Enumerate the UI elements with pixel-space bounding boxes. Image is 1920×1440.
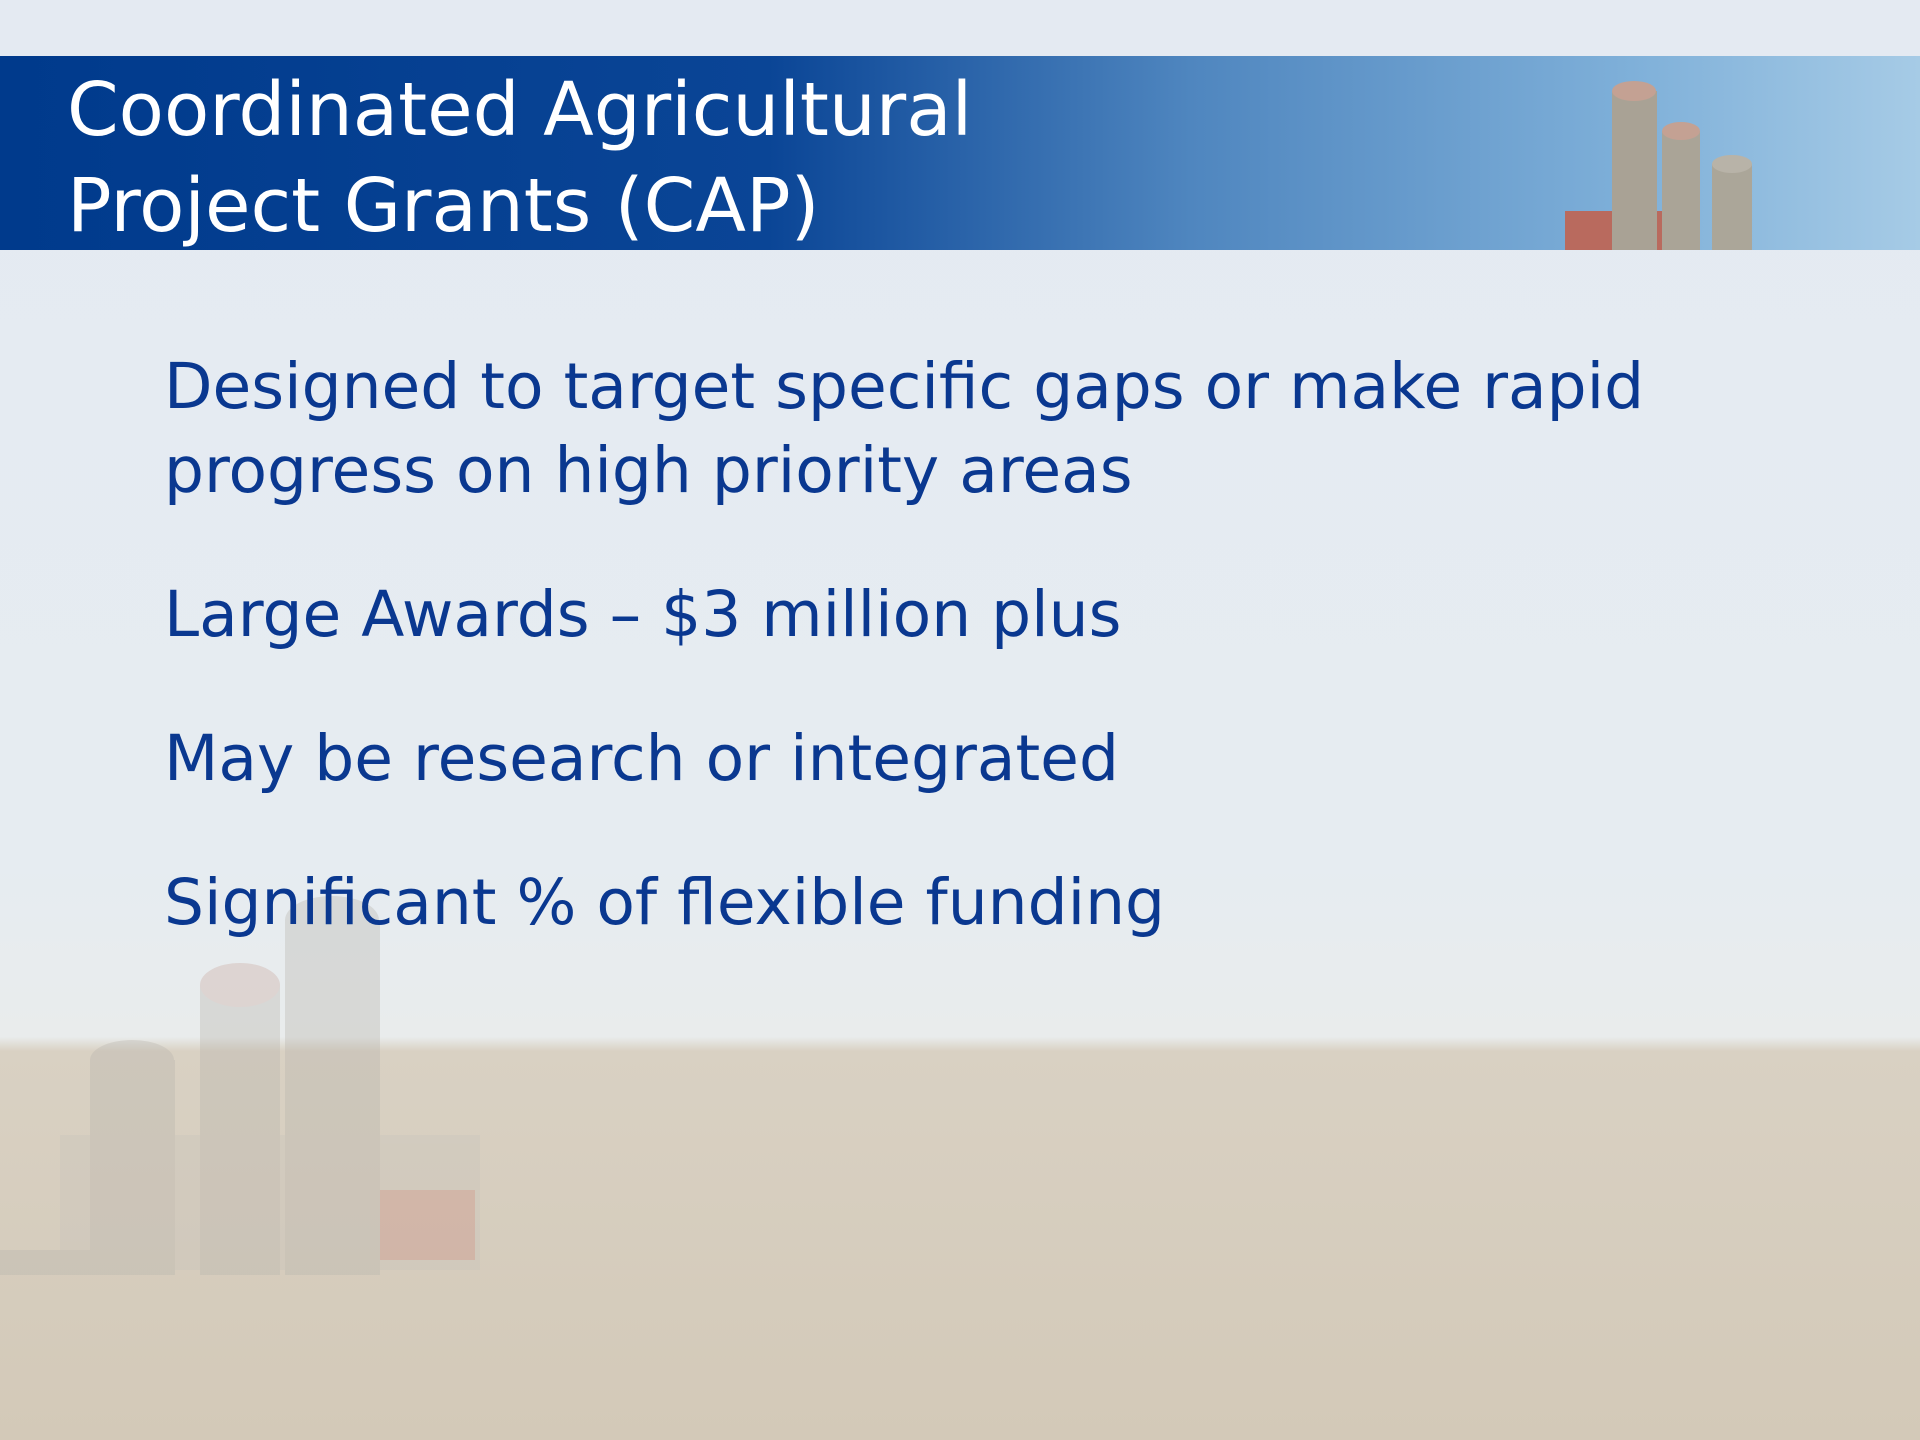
bullet-list: Designed to target specific gaps or make… [164,345,1814,1005]
title-line: Project Grants (CAP) [67,158,972,250]
bullet: Large Awards – $3 million plus [164,573,1814,657]
slide-title: Coordinated Agricultural Project Grants … [67,62,972,250]
title-line: Coordinated Agricultural [67,62,972,158]
bullet: May be research or integrated [164,717,1814,801]
slide: {"title": ["Coordinated Agricultural", "… [0,0,1920,1440]
bullet: Significant % of flexible funding [164,861,1814,945]
title-band: Coordinated Agricultural Project Grants … [0,56,1920,250]
bullet: Designed to target specific gaps or make… [164,345,1814,513]
